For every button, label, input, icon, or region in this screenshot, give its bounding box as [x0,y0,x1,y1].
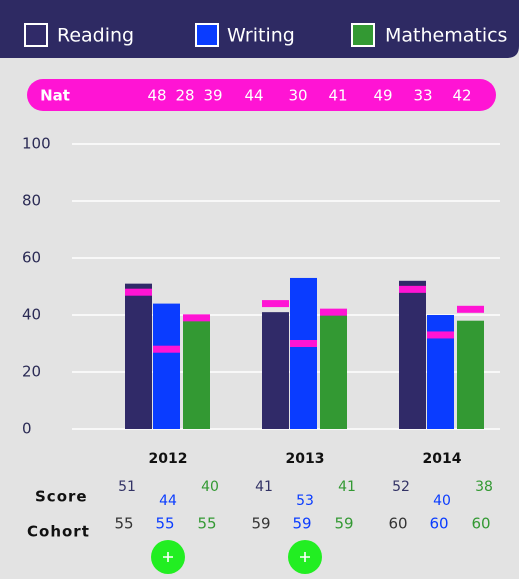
score-value: 41 [255,479,273,495]
nat-pill [27,79,496,111]
y-tick-label: 40 [22,306,41,324]
nat-value: 48 [147,87,166,105]
nat-marker [320,308,347,316]
legend-bar [0,0,519,58]
add-button[interactable] [151,540,185,574]
cohort-value: 60 [388,515,407,533]
nat-marker [290,340,317,347]
legend-swatch [24,23,48,47]
bar [457,320,484,429]
row-label: Cohort [27,523,90,541]
nat-marker [153,345,180,353]
score-value: 53 [296,493,314,509]
nat-value: 39 [203,87,222,105]
nat-value: 44 [244,87,263,105]
nat-value: 33 [413,87,432,105]
cohort-value: 60 [429,515,448,533]
cohort-value: 60 [471,515,490,533]
y-tick-label: 60 [22,249,41,267]
nat-marker [125,288,152,296]
x-tick-label: 2013 [286,451,325,467]
score-value: 41 [338,479,356,495]
y-tick-label: 20 [22,363,41,381]
legend-label: Reading [57,25,134,47]
legend-label: Writing [227,25,295,47]
x-tick-label: 2012 [149,451,188,467]
x-tick-label: 2014 [423,451,462,467]
nat-marker [183,314,210,322]
bar [262,312,289,429]
score-value: 38 [475,479,493,495]
nat-value: 42 [452,87,471,105]
cohort-value: 59 [292,515,311,533]
bar [290,277,317,429]
cohort-value: 55 [114,515,133,533]
legend-swatch [351,23,375,47]
cohort-value: 59 [334,515,353,533]
nat-marker [262,300,289,308]
cohort-value: 55 [155,515,174,533]
score-value: 40 [201,479,219,495]
score-value: 44 [159,493,177,509]
score-value: 40 [433,493,451,509]
nat-label: Nat [40,87,70,105]
legend-label: Mathematics [385,25,507,47]
cohort-value: 55 [197,515,216,533]
bar [153,303,180,429]
add-button[interactable] [288,540,322,574]
nat-marker [427,331,454,339]
nat-value: 49 [373,87,392,105]
y-tick-label: 80 [22,192,41,210]
row-label: Score [35,488,88,506]
score-value: 52 [392,479,410,495]
nat-value: 28 [175,87,194,105]
nat-value: 41 [328,87,347,105]
bar [125,283,152,429]
y-tick-label: 0 [22,420,32,438]
nat-marker [457,305,484,313]
legend-swatch [195,23,219,47]
nat-marker [399,285,426,293]
score-value: 51 [118,479,136,495]
cohort-value: 59 [251,515,270,533]
bar [320,312,347,429]
bar [183,315,210,429]
y-tick-label: 100 [22,135,51,153]
nat-value: 30 [288,87,307,105]
bar [399,280,426,429]
